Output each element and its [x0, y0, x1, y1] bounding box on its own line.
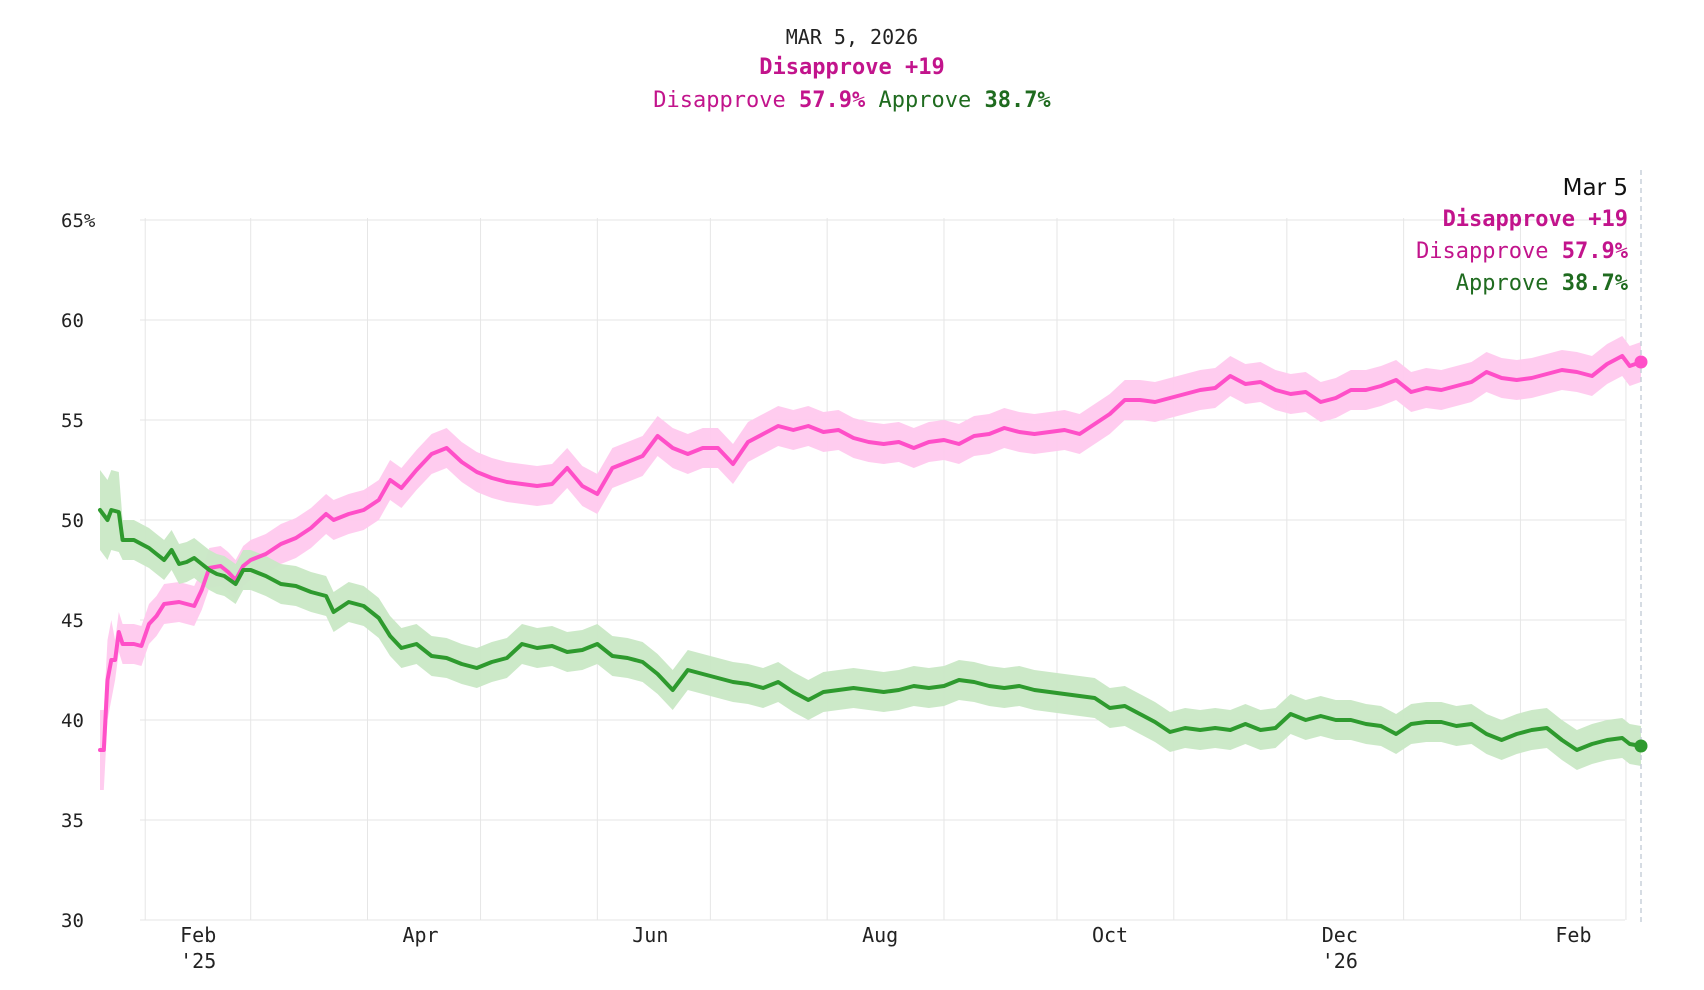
y-tick-label: 45: [61, 610, 84, 632]
y-tick-label: 30: [61, 910, 84, 932]
x-tick-sublabel: '26: [1322, 949, 1358, 973]
chart-header: MAR 5, 2026 Disapprove +19 Disapprove 57…: [0, 22, 1704, 118]
x-tick-sublabel: '25: [180, 949, 216, 973]
tooltip-approve-value: 38.7%: [1562, 271, 1629, 296]
x-tick-label: Oct: [1092, 923, 1128, 947]
tooltip-date: Mar 5: [1563, 175, 1628, 201]
line-layer: [98, 354, 1643, 752]
grid-layer: [140, 218, 1627, 921]
tooltip-disapprove-label: Disapprove: [1416, 239, 1548, 264]
header-disapprove-label: Disapprove: [653, 88, 786, 113]
x-tick-label: Jun: [632, 923, 668, 947]
tooltip-approve: Approve 38.7%: [1456, 271, 1629, 296]
header-approve-label: Approve: [878, 88, 972, 113]
x-tick-label: Dec: [1322, 923, 1358, 947]
band-layer: [100, 336, 1641, 790]
header-approve-value: 38.7%: [984, 88, 1051, 113]
y-tick-label: 65%: [61, 210, 96, 232]
line-approve: [98, 508, 1643, 752]
tooltip-disapprove-value: 57.9%: [1562, 239, 1629, 264]
end-dot-disapprove: [1634, 355, 1648, 369]
x-tick-label: Aug: [862, 923, 898, 947]
tooltip-lead: Disapprove +19: [1443, 207, 1628, 232]
end-dot-approve: [1634, 739, 1648, 753]
tooltip-approve-label: Approve: [1456, 271, 1549, 296]
line-disapprove: [98, 354, 1643, 752]
x-tick-label: Apr: [402, 923, 438, 947]
header-values: Disapprove 57.9% Approve 38.7%: [0, 84, 1704, 118]
y-tick-label: 40: [61, 710, 84, 732]
band-approve: [100, 470, 1641, 770]
band-disapprove: [100, 336, 1641, 790]
y-tick-label: 55: [61, 410, 84, 432]
header-lead: Disapprove +19: [759, 55, 945, 80]
y-tick-label: 35: [61, 810, 84, 832]
x-tick-label: Feb: [180, 923, 216, 947]
tooltip-disapprove: Disapprove 57.9%: [1416, 239, 1629, 264]
y-tick-label: 50: [61, 510, 84, 532]
tooltip: Mar 5 Disapprove +19 Disapprove 57.9% Ap…: [1416, 175, 1629, 296]
y-tick-label: 60: [61, 310, 84, 332]
header-date: MAR 5, 2026: [785, 25, 919, 49]
x-tick-label: Feb: [1555, 923, 1591, 947]
header-disapprove-value: 57.9%: [799, 88, 866, 113]
end-dots: [1634, 355, 1648, 753]
